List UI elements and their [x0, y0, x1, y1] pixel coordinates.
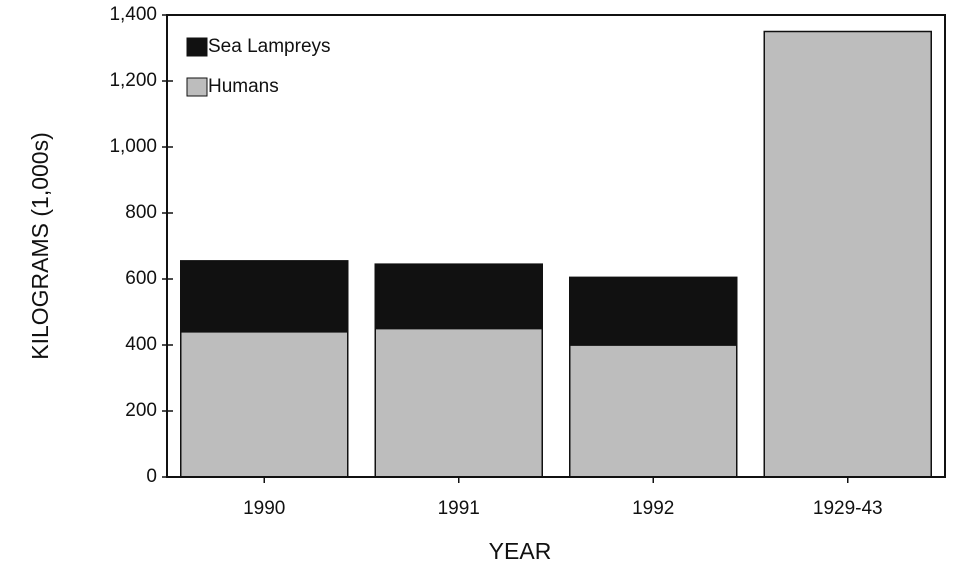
y-tick-label: 1,200	[109, 70, 157, 91]
legend-label: Sea Lampreys	[208, 36, 331, 57]
bar-segment	[569, 344, 738, 478]
y-tick-label: 400	[125, 334, 157, 355]
x-tick-label: 1990	[243, 498, 285, 519]
bar-segment	[763, 30, 932, 478]
y-tick-label: 1,000	[109, 136, 157, 157]
x-axis-label: YEAR	[489, 538, 552, 564]
x-tick-label: 1991	[438, 498, 480, 519]
bar-segment	[180, 260, 349, 333]
bar-segment	[374, 327, 543, 478]
legend-swatch	[186, 77, 208, 97]
x-tick-label: 1929-43	[813, 498, 883, 519]
bar-segment	[374, 263, 543, 330]
legend-label: Humans	[208, 76, 279, 97]
y-tick-label: 800	[125, 202, 157, 223]
bar-segment	[180, 331, 349, 478]
x-tick-label: 1992	[632, 498, 674, 519]
y-tick-label: 200	[125, 400, 157, 421]
bar-segment	[569, 276, 738, 346]
legend-swatch	[186, 37, 208, 57]
y-tick-label: 0	[146, 466, 157, 487]
y-tick-label: 1,400	[109, 4, 157, 25]
plot-frame	[166, 14, 946, 478]
y-tick-label: 600	[125, 268, 157, 289]
y-axis-label: KILOGRAMS (1,000s)	[27, 132, 53, 360]
